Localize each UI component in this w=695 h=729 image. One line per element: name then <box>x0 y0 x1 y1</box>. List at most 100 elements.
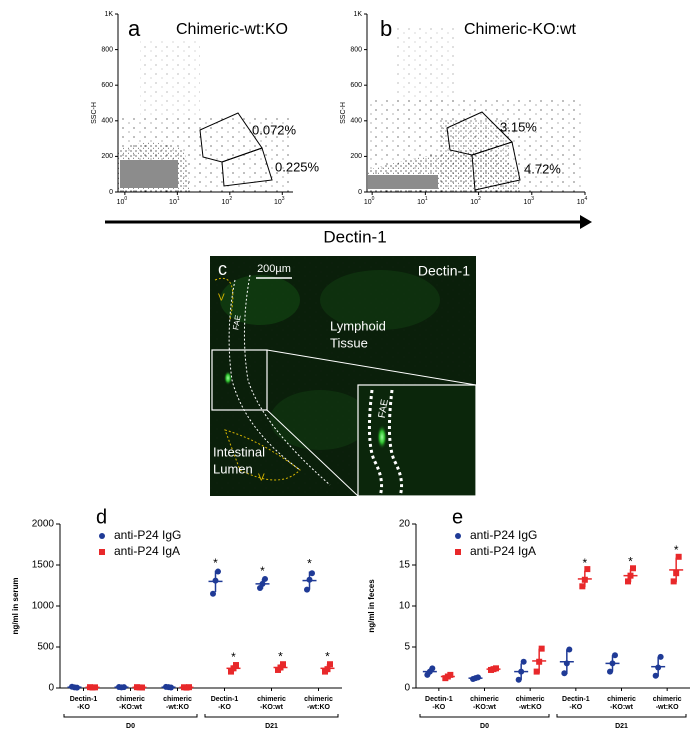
data-point <box>561 670 568 677</box>
axes <box>59 524 342 689</box>
y-tick-label: 600 <box>101 82 113 89</box>
x-tick-base: 10 <box>117 199 125 206</box>
shared-x-label: Dectin-1 <box>323 227 386 246</box>
y-tick-label: 15 <box>399 560 411 571</box>
significance: * <box>278 649 283 663</box>
data-point <box>630 565 636 572</box>
x-tick-base: 10 <box>222 199 230 206</box>
legend-label: anti-P24 IgG <box>114 528 181 542</box>
group-label: D0 <box>480 723 489 729</box>
gate-label: 4.72% <box>524 161 561 176</box>
x-tick-label: chimeric <box>516 696 545 703</box>
x-tick-label: -wt:KO <box>519 704 542 711</box>
x-tick-base: 10 <box>274 199 282 206</box>
x-tick-label: chimeric <box>257 696 286 703</box>
y-tick-label: 1500 <box>32 560 55 571</box>
tissue-label: Tissue <box>330 335 368 350</box>
group-bracket <box>556 714 687 718</box>
x-tick-label: chimeric <box>163 696 192 703</box>
x-tick-exponent: 4 <box>585 196 588 202</box>
y-tick-label: 600 <box>350 82 362 89</box>
legend-marker <box>455 533 461 539</box>
x-tick-base: 10 <box>577 199 585 206</box>
legend-label: anti-P24 IgA <box>470 544 536 558</box>
legend-label: anti-P24 IgA <box>114 544 180 558</box>
x-tick-label: 101 <box>169 196 180 206</box>
cell-cloud-a <box>118 40 293 192</box>
gate-label: 3.15% <box>500 119 537 134</box>
y-axis-title: SSC-H <box>340 102 347 124</box>
x-tick-base: 10 <box>417 199 425 206</box>
x-tick-label: 102 <box>470 196 481 206</box>
x-tick-label: -KO:wt <box>473 704 497 711</box>
y-tick-label: 20 <box>399 519 411 530</box>
y-tick-label: 0 <box>358 189 362 196</box>
data-point <box>675 553 682 560</box>
lumen-label: Intestinal <box>213 444 265 459</box>
data-point <box>538 645 545 652</box>
data-point <box>228 668 234 675</box>
x-tick-exponent: 2 <box>478 196 481 202</box>
villus-label: V <box>258 473 265 484</box>
x-tick-label: 103 <box>524 196 535 206</box>
x-tick-label: chimeric <box>607 696 636 703</box>
x-tick-label: 104 <box>577 196 588 206</box>
y-axis-title: ng/ml in serum <box>11 578 20 635</box>
significance: * <box>628 554 633 568</box>
x-tick-label: 103 <box>274 196 285 206</box>
x-tick-exponent: 0 <box>124 196 127 202</box>
scale-bar-label: 200µm <box>257 263 291 275</box>
group-bracket <box>419 714 550 718</box>
x-tick-base: 10 <box>169 199 177 206</box>
x-tick-label: 100 <box>364 196 375 206</box>
y-tick-label: 200 <box>350 153 362 160</box>
x-tick-label: -KO:wt <box>260 704 284 711</box>
x-tick-label: Dectin-1 <box>211 696 239 703</box>
cell-cloud-b <box>367 25 582 192</box>
lumen-label: Lumen <box>213 461 253 476</box>
x-tick-exponent: 3 <box>282 196 285 202</box>
x-tick-label: 100 <box>117 196 128 206</box>
y-tick-label: 0 <box>404 683 410 694</box>
significance: * <box>582 556 587 570</box>
significance: * <box>325 649 330 663</box>
x-tick-exponent: 0 <box>372 196 375 202</box>
x-tick-exponent: 1 <box>425 196 428 202</box>
significance: * <box>231 650 236 664</box>
data-point <box>233 662 239 669</box>
data-point <box>327 661 333 668</box>
micrograph <box>210 256 477 497</box>
group-label: D0 <box>126 723 135 729</box>
x-tick-base: 10 <box>470 199 478 206</box>
data-point <box>584 566 591 573</box>
y-tick-label: 1K <box>353 11 362 18</box>
data-point <box>612 652 618 659</box>
group-bracket <box>63 714 198 718</box>
x-tick-label: chimeric <box>116 696 145 703</box>
legend-marker <box>455 549 461 555</box>
x-tick-label: -KO:wt <box>610 704 634 711</box>
y-tick-label: 0 <box>48 683 54 694</box>
group-bracket <box>204 714 339 718</box>
data-point <box>657 653 664 660</box>
x-tick-label: 102 <box>222 196 233 206</box>
panel-letter: b <box>380 16 392 41</box>
legend-label: anti-P24 IgG <box>470 528 537 542</box>
x-tick-label: -KO <box>218 704 231 711</box>
data-point <box>262 575 268 582</box>
data-point <box>447 671 454 678</box>
significance: * <box>307 557 312 571</box>
x-tick-exponent: 3 <box>531 196 534 202</box>
axes <box>415 524 690 689</box>
x-tick-label: chimeric <box>470 696 499 703</box>
x-tick-label: -KO:wt <box>119 704 143 711</box>
data-point <box>566 646 573 653</box>
panel-title: Chimeric-KO:wt <box>464 21 577 38</box>
x-tick-label: -wt:KO <box>656 704 679 711</box>
data-point <box>429 665 436 672</box>
x-tick-label: chimeric <box>304 696 333 703</box>
data-point <box>493 665 499 672</box>
x-tick-label: Dectin-1 <box>70 696 98 703</box>
y-tick-label: 2000 <box>32 519 55 530</box>
